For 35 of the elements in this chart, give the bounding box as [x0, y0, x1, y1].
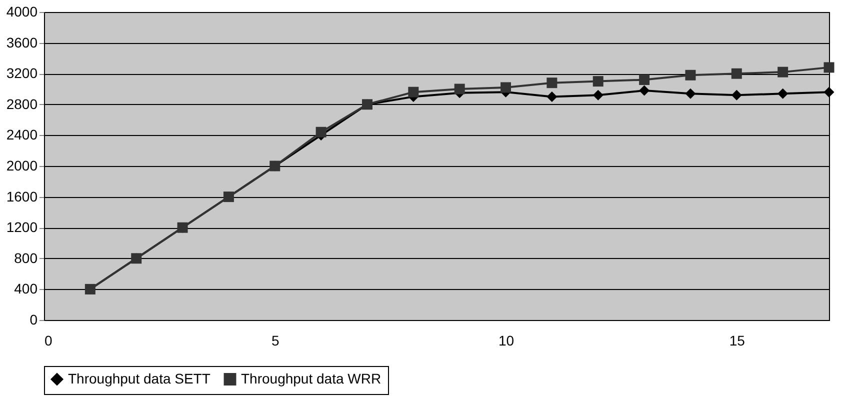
- point: [639, 74, 650, 86]
- point: [500, 82, 512, 93]
- x-tick-label: 10: [498, 332, 514, 348]
- point: [685, 70, 696, 80]
- point: [546, 91, 558, 102]
- point: [731, 68, 742, 79]
- x-tick-label: 15: [729, 332, 746, 348]
- x-tick-label: 5: [271, 332, 280, 348]
- y-tick-label: 4000: [6, 4, 38, 20]
- y-tick-label: 0: [30, 312, 38, 328]
- point: [546, 78, 558, 88]
- point: [639, 85, 650, 96]
- y-tick-label: 400: [14, 280, 38, 297]
- point: [592, 90, 604, 100]
- y-tick-label: 3600: [6, 34, 38, 50]
- point: [778, 88, 788, 99]
- point: [824, 86, 834, 98]
- legend-label: Throughput data WRR: [241, 370, 382, 386]
- y-tick-label: 3200: [6, 65, 38, 82]
- point: [778, 66, 788, 78]
- y-tick-label: 2800: [6, 96, 38, 112]
- point: [731, 90, 742, 100]
- point: [824, 62, 834, 73]
- point: [408, 86, 419, 98]
- point: [454, 84, 465, 94]
- point: [592, 76, 604, 87]
- y-tick-label: 2400: [6, 126, 38, 143]
- x-tick-label: 0: [44, 332, 52, 348]
- y-tick-label: 1600: [6, 188, 38, 204]
- y-tick-label: 1200: [6, 219, 38, 236]
- point: [685, 88, 696, 99]
- point: [316, 126, 326, 138]
- y-tick-label: 2000: [6, 158, 38, 174]
- y-tick-label: 800: [14, 250, 38, 266]
- legend-label: Throughput data SETT: [68, 370, 211, 386]
